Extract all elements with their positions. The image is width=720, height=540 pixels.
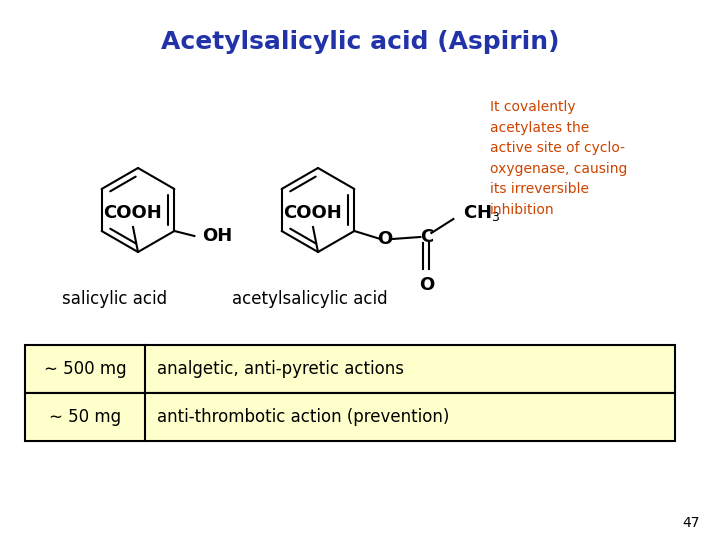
Text: ∼ 50 mg: ∼ 50 mg	[49, 408, 121, 426]
Text: salicylic acid: salicylic acid	[63, 290, 168, 308]
Text: C: C	[420, 228, 433, 246]
Text: 47: 47	[683, 516, 700, 530]
Text: COOH: COOH	[284, 204, 343, 222]
Text: Acetylsalicylic acid (Aspirin): Acetylsalicylic acid (Aspirin)	[161, 30, 559, 54]
FancyBboxPatch shape	[25, 345, 675, 393]
Text: anti-thrombotic action (prevention): anti-thrombotic action (prevention)	[157, 408, 449, 426]
Text: It covalently
acetylates the
active site of cyclo-
oxygenase, causing
its irreve: It covalently acetylates the active site…	[490, 100, 627, 217]
Text: COOH: COOH	[104, 204, 163, 222]
Text: O: O	[377, 230, 392, 248]
Text: ∼ 500 mg: ∼ 500 mg	[44, 360, 126, 378]
Text: O: O	[419, 276, 434, 294]
Text: OH: OH	[202, 227, 233, 245]
FancyBboxPatch shape	[25, 393, 675, 441]
Text: CH$_3$: CH$_3$	[464, 203, 501, 223]
Text: acetylsalicylic acid: acetylsalicylic acid	[232, 290, 388, 308]
Text: analgetic, anti-pyretic actions: analgetic, anti-pyretic actions	[157, 360, 404, 378]
